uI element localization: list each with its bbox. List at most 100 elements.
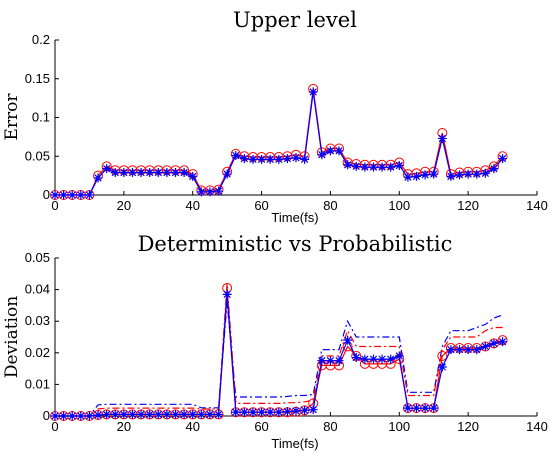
x-tick-label: 120 <box>457 198 479 213</box>
x-tick-label: 100 <box>388 419 410 434</box>
y-tick-label: 0.01 <box>25 376 50 391</box>
data-point-star <box>162 168 172 178</box>
y-tick-label: 0.03 <box>25 313 50 328</box>
data-point-star <box>179 168 189 178</box>
data-point-star <box>119 409 129 419</box>
y-tick-label: 0.1 <box>32 110 50 125</box>
x-tick-label: 120 <box>457 419 479 434</box>
data-point-star <box>386 354 396 364</box>
data-point-star <box>59 411 69 421</box>
data-point-star <box>463 345 473 355</box>
data-point-star <box>136 168 146 178</box>
data-point-star <box>93 410 103 420</box>
data-point-star <box>377 162 387 172</box>
data-point-star <box>300 154 310 164</box>
x-tick-label: 20 <box>117 419 131 434</box>
data-point-star <box>498 337 508 347</box>
data-point-star <box>274 154 284 164</box>
data-point-star <box>153 409 163 419</box>
chart-upper-level: Upper level Error Time(fs) 0 20 40 60 80 100 1… <box>2 8 548 225</box>
data-point-star <box>343 160 353 170</box>
data-point-star <box>394 351 404 361</box>
data-point-star <box>84 190 94 200</box>
data-point-star <box>257 407 267 417</box>
data-point-star <box>196 409 206 419</box>
data-point-star <box>308 405 318 415</box>
data-point-star <box>498 154 508 164</box>
data-point-star <box>265 407 275 417</box>
data-point-star <box>300 405 310 415</box>
x-tick-label: 40 <box>185 198 199 213</box>
data-point-star <box>282 407 292 417</box>
data-point-star <box>489 164 499 174</box>
data-point-star <box>368 354 378 364</box>
data-point-star <box>76 190 86 200</box>
data-point-star <box>188 171 198 181</box>
x-tick-label: 140 <box>526 419 548 434</box>
data-point-star <box>282 154 292 164</box>
x-tick-label: 60 <box>254 419 268 434</box>
data-point-star <box>153 168 163 178</box>
data-point-star <box>84 411 94 421</box>
data-point-star <box>412 403 421 413</box>
data-point-star <box>162 409 172 419</box>
data-point-star <box>291 153 301 163</box>
ticks: 0 20 40 60 80 100 120 140 0 0.01 0.02 0.03 0.04 0.05 <box>25 250 548 434</box>
data-point-star <box>257 154 267 164</box>
data-point-star <box>472 169 482 179</box>
series-layer <box>50 83 508 200</box>
y-axis-label: Error <box>2 93 22 141</box>
data-point-star <box>437 362 447 372</box>
data-point-star <box>127 409 137 419</box>
series-line <box>55 302 503 417</box>
data-point-star <box>50 190 60 200</box>
data-point-star <box>171 168 180 178</box>
data-point-star <box>239 407 249 417</box>
series-line <box>55 88 504 196</box>
data-point-star <box>214 409 224 419</box>
data-point-star <box>420 403 430 413</box>
data-point-circle <box>437 350 448 361</box>
data-point-star <box>222 289 232 299</box>
x-tick-label: 0 <box>51 419 58 434</box>
x-tick-label: 80 <box>323 419 337 434</box>
data-point-star <box>334 356 344 366</box>
data-point-star <box>325 146 335 156</box>
data-point-star <box>59 190 69 200</box>
chart-title: Deterministic vs Probabilistic <box>138 232 453 256</box>
data-point-star <box>231 407 241 417</box>
data-point-star <box>214 186 224 196</box>
data-point-star <box>231 150 241 160</box>
data-point-star <box>222 169 232 179</box>
data-point-star <box>274 407 284 417</box>
y-tick-label: 0.15 <box>25 71 50 86</box>
x-tick-label: 80 <box>323 198 337 213</box>
data-point-star <box>360 354 370 364</box>
chart-deterministic-vs-probabilistic: Deterministic vs Probabilistic Deviation… <box>2 232 548 451</box>
chart-title: Upper level <box>233 8 357 32</box>
data-point-star <box>265 154 275 164</box>
y-tick-label: 0 <box>43 408 50 423</box>
ticks: 0 20 40 60 80 100 120 140 0 0.05 0.1 0.15 0.2 <box>25 32 548 213</box>
data-point-star <box>110 409 120 419</box>
data-point-star <box>463 169 473 179</box>
data-point-star <box>360 162 370 172</box>
data-point-star <box>429 169 439 179</box>
data-point-star <box>343 335 353 345</box>
data-point-star <box>386 162 396 172</box>
data-point-star <box>394 161 404 171</box>
x-tick-label: 20 <box>117 198 131 213</box>
data-point-star <box>317 150 327 160</box>
data-point-star <box>403 172 413 182</box>
data-point-star <box>489 338 499 348</box>
data-point-star <box>171 409 180 419</box>
y-axis-label: Deviation <box>2 296 22 378</box>
data-point-star <box>205 187 215 197</box>
series-line <box>55 91 504 196</box>
data-point-star <box>308 87 318 97</box>
data-point-star <box>67 190 77 200</box>
data-point-star <box>102 164 112 174</box>
data-point-star <box>145 168 155 178</box>
y-tick-label: 0.02 <box>25 345 50 360</box>
